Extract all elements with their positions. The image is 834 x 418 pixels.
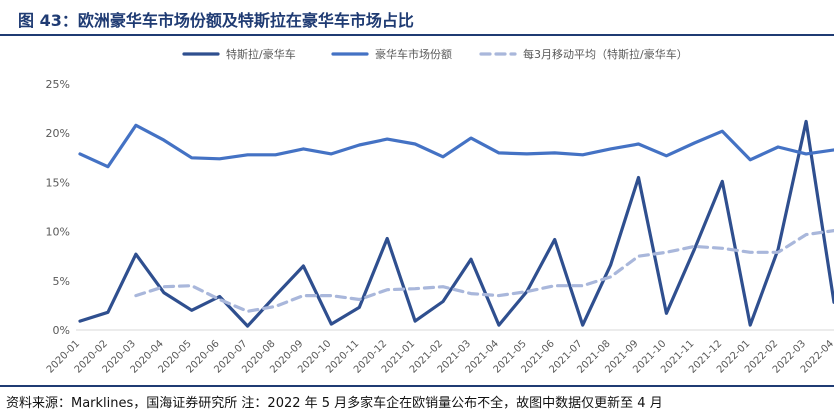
source-bar: 资料来源：Marklines，国海证券研究所 注：2022 年 5 月多家车企在… bbox=[0, 385, 834, 418]
y-tick-label: 10% bbox=[46, 226, 70, 239]
legend-label-1: 特斯拉/豪华车 bbox=[226, 47, 296, 61]
y-tick-label: 15% bbox=[46, 176, 70, 189]
line-chart: 特斯拉/豪华车 豪华车市场份额 每3月移动平均（特斯拉/豪华车） 0% 5% 10% 15… bbox=[45, 47, 834, 376]
legend-label-2: 豪华车市场份额 bbox=[375, 47, 452, 61]
x-axis: 2020-012020-022020-032020-042020-052020-… bbox=[45, 329, 834, 376]
y-tick-label: 25% bbox=[46, 78, 70, 91]
source-note: 资料来源：Marklines，国海证券研究所 注：2022 年 5 月多家车企在… bbox=[6, 396, 663, 411]
y-tick-label: 0% bbox=[53, 324, 70, 337]
y-tick-label: 20% bbox=[46, 127, 70, 140]
chart-legend: 特斯拉/豪华车 豪华车市场份额 每3月移动平均（特斯拉/豪华车） bbox=[182, 47, 688, 61]
y-axis: 0% 5% 10% 15% 20% 25% bbox=[46, 78, 70, 337]
figure-title: 图 43：欧洲豪华车市场份额及特斯拉在豪华车市场占比 bbox=[18, 11, 414, 30]
figure-title-bar: 图 43：欧洲豪华车市场份额及特斯拉在豪华车市场占比 bbox=[0, 0, 834, 36]
series-line-3 bbox=[134, 229, 834, 313]
y-tick-label: 5% bbox=[53, 275, 70, 288]
chart-area: 特斯拉/豪华车 豪华车市场份额 每3月移动平均（特斯拉/豪华车） 0% 5% 10% 15… bbox=[0, 36, 834, 380]
series-line-1 bbox=[78, 119, 834, 328]
chart-series bbox=[78, 119, 834, 328]
series-line-2 bbox=[78, 123, 834, 169]
legend-label-3: 每3月移动平均（特斯拉/豪华车） bbox=[523, 47, 688, 61]
